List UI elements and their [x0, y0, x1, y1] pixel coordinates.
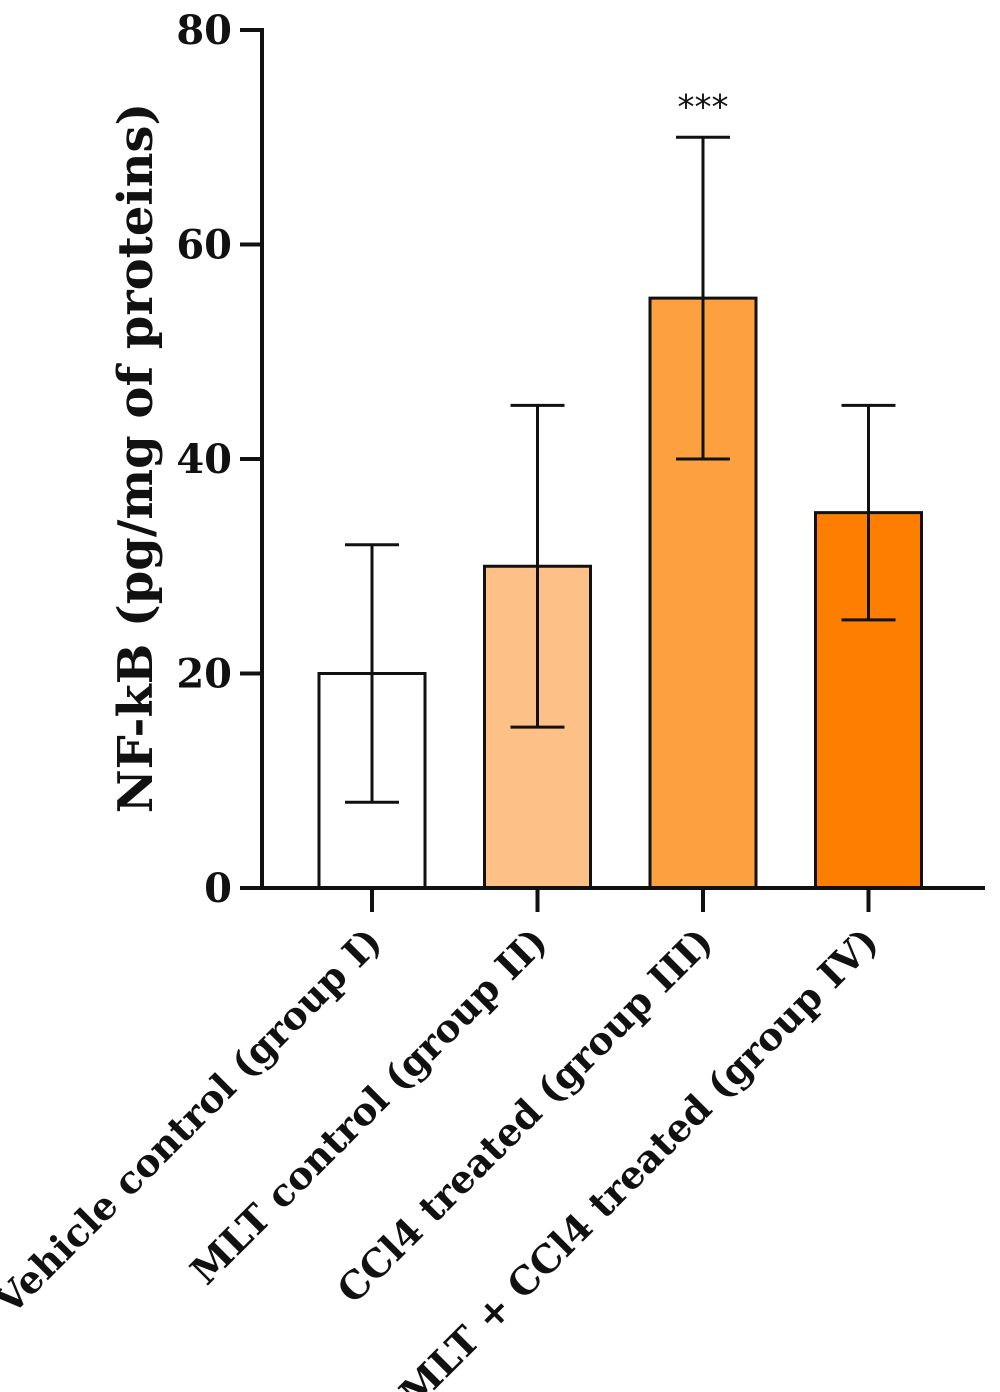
significance-annotation: *** — [678, 87, 729, 127]
y-tick-label: 20 — [176, 651, 232, 698]
bars: *** — [317, 87, 923, 890]
y-tick-label: 0 — [204, 865, 232, 912]
x-axis: Vehicle control (group I)MLT control (gr… — [0, 886, 985, 1392]
error-bar — [676, 135, 730, 461]
y-tick-label: 40 — [176, 436, 232, 483]
y-tick-label: 80 — [176, 7, 232, 54]
y-axis: 0 20 40 60 80 — [176, 7, 264, 912]
error-bar — [510, 403, 565, 729]
x-tick-label: MLT control (group II) — [181, 919, 556, 1294]
error-bar — [841, 403, 896, 622]
error-bar — [345, 543, 399, 804]
y-tick-label: 60 — [176, 222, 232, 269]
y-axis-label: NF-kB (pg/mg of proteins) — [108, 103, 164, 814]
